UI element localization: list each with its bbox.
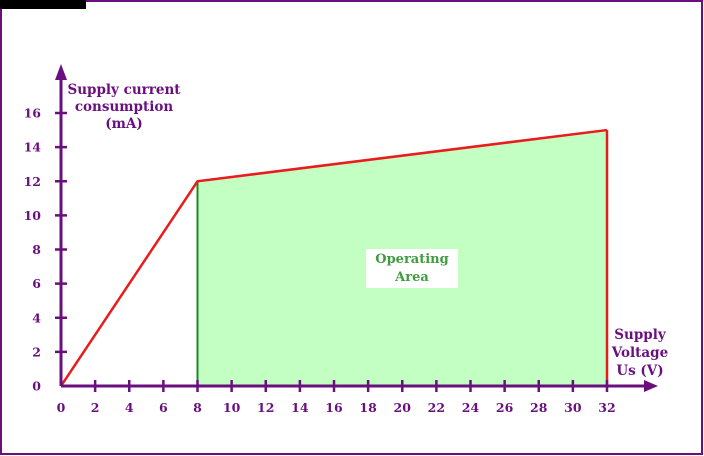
x-tick-label: 28 [530, 400, 548, 415]
x-axis-title-line-2: Voltage [611, 345, 668, 361]
y-tick-label: 6 [32, 276, 41, 291]
y-tick-label: 0 [32, 379, 41, 394]
y-tick-label: 10 [24, 208, 42, 223]
x-tick-label: 2 [91, 400, 100, 415]
corner-tab [0, 0, 86, 9]
y-axis-title-line-2: consumption [75, 99, 174, 115]
y-tick-label: 16 [24, 106, 42, 121]
x-tick-label: 26 [496, 400, 514, 415]
x-axis-title: Supply Voltage Us (V) [611, 327, 668, 379]
y-axis-title-line-3: (mA) [105, 116, 143, 132]
y-axis-title: Supply current consumption (mA) [67, 82, 181, 132]
x-tick-label: 12 [257, 400, 274, 415]
y-tick-label: 4 [32, 310, 41, 325]
current-consumption-curve [59, 128, 608, 387]
x-axis-arrowhead [644, 380, 658, 392]
x-tick-label: 18 [359, 400, 377, 415]
y-axis-title-line-1: Supply current [67, 82, 181, 98]
operating-area-label-background [366, 249, 458, 288]
x-tick-label: 14 [291, 400, 309, 415]
y-tick-label: 2 [32, 344, 41, 359]
x-axis-title-line-1: Supply [614, 327, 667, 343]
axes: 0 2 4 6 8 10 12 14 16 18 20 22 24 26 28 30 32 0246810121… [24, 64, 658, 415]
operating-area-label-line-1: Operating [375, 252, 448, 267]
x-tick-label: 4 [125, 400, 134, 415]
x-axis-ticks: 0 2 4 6 8 10 12 14 16 18 20 22 24 26 28 30 32 [57, 380, 616, 415]
x-tick-label: 22 [428, 400, 445, 415]
y-tick-label: 8 [32, 242, 41, 257]
x-tick-label: 32 [598, 400, 615, 415]
x-tick-label: 16 [325, 400, 343, 415]
y-tick-label: 12 [24, 174, 41, 189]
plot-area: Operating Area [59, 128, 609, 387]
y-axis-arrowhead [55, 64, 67, 80]
x-tick-label: 30 [564, 400, 582, 415]
x-tick-label: 20 [394, 400, 412, 415]
x-tick-label: 24 [462, 400, 480, 415]
operating-area-label: Operating Area [366, 249, 458, 288]
operating-area-label-line-2: Area [394, 270, 429, 285]
x-axis-title-line-3: Us (V) [616, 363, 663, 379]
y-axis-ticks: 0 2 4 6 8 10 12 14 16 [24, 106, 67, 394]
y-tick-label: 14 [24, 140, 42, 155]
x-tick-label: 6 [159, 400, 168, 415]
x-tick-label: 10 [223, 400, 241, 415]
x-tick-label: 0 [57, 400, 66, 415]
x-tick-label: 8 [193, 400, 202, 415]
